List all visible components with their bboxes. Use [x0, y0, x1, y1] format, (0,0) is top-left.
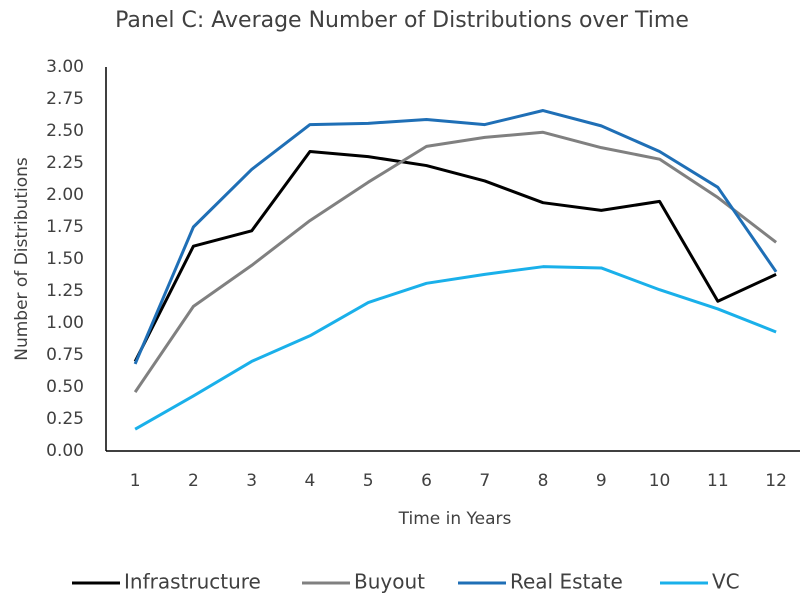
y-tick-label: 2.00 — [46, 185, 84, 205]
y-tick-label: 2.50 — [46, 121, 84, 141]
x-tick-label: 6 — [421, 471, 432, 491]
x-tick-label: 8 — [538, 471, 549, 491]
x-axis-title: Time in Years — [398, 509, 512, 529]
y-tick-label: 0.50 — [46, 377, 84, 397]
x-tick-label: 12 — [765, 471, 787, 491]
y-tick-label: 1.75 — [46, 217, 84, 237]
x-tick-label: 11 — [707, 471, 729, 491]
y-tick-label: 0.25 — [46, 409, 84, 429]
line-series — [134, 265, 777, 431]
line-series — [133, 130, 778, 393]
x-tick-label: 4 — [305, 471, 316, 491]
y-tick-label: 2.25 — [46, 153, 84, 173]
x-tick-label: 5 — [363, 471, 374, 491]
legend-label: VC — [712, 570, 740, 594]
legend-label: Infrastructure — [124, 570, 261, 594]
y-tick-label: 2.75 — [46, 89, 84, 109]
y-tick-label: 3.00 — [46, 57, 84, 77]
y-axis-title: Number of Distributions — [12, 157, 32, 361]
legend-label: Real Estate — [510, 570, 623, 594]
x-tick-label: 7 — [479, 471, 490, 491]
x-tick-label: 1 — [130, 471, 141, 491]
y-tick-label: 0.00 — [46, 441, 84, 461]
y-tick-label: 1.25 — [46, 281, 84, 301]
x-tick-label: 3 — [246, 471, 257, 491]
legend-label: Buyout — [354, 570, 425, 594]
chart-title: Panel C: Average Number of Distributions… — [115, 8, 689, 33]
line-series — [133, 109, 778, 365]
y-tick-label: 1.50 — [46, 249, 84, 269]
line-series — [133, 149, 777, 363]
x-tick-label: 10 — [649, 471, 671, 491]
x-tick-label: 9 — [596, 471, 607, 491]
y-tick-label: 1.00 — [46, 313, 84, 333]
y-tick-label: 0.75 — [46, 345, 84, 365]
x-tick-label: 2 — [188, 471, 199, 491]
